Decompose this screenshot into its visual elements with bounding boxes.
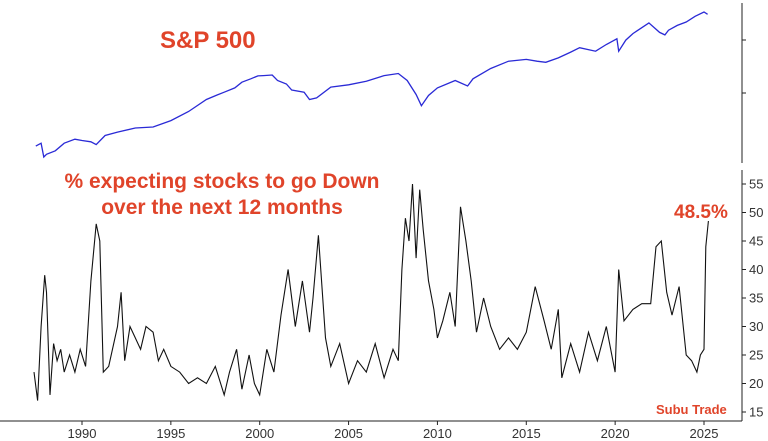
- sentiment-panel: 1990 1995 2000 2005 2010 2015 2020 2025 1520253…: [0, 170, 763, 441]
- x-tick-label: 2005: [334, 426, 363, 441]
- y-tick-label: 30: [749, 319, 763, 334]
- y-tick-label: 15: [749, 405, 763, 420]
- watermark: Subu Trade: [656, 402, 727, 417]
- y-tick-label: 20: [749, 376, 763, 391]
- x-tick-label: 2000: [245, 426, 274, 441]
- sentiment-line: [33, 183, 709, 401]
- x-tick-label: 2015: [512, 426, 541, 441]
- x-tick-label: 2025: [690, 426, 719, 441]
- y-tick-label: 35: [749, 291, 763, 306]
- y-ticks: 15 20 25 30 35 40 45 50 55: [742, 177, 763, 420]
- y-tick-label: 25: [749, 348, 763, 363]
- sentiment-title-line-2: over the next 12 months: [101, 196, 343, 219]
- last-value-annotation: 48.5%: [674, 202, 728, 223]
- y-tick-label: 40: [749, 262, 763, 277]
- x-tick-label: 1990: [68, 426, 97, 441]
- y-tick-label: 45: [749, 234, 763, 249]
- y-tick-label: 55: [749, 177, 763, 192]
- x-tick-label: 1995: [156, 426, 185, 441]
- sp500-line: [35, 11, 708, 159]
- y-tick-label: 50: [749, 205, 763, 220]
- sentiment-title-line-1: % expecting stocks to go Down: [64, 170, 379, 193]
- x-tick-label: 2010: [423, 426, 452, 441]
- sp500-title: S&P 500: [160, 27, 256, 54]
- sp500-panel: S&P 500: [35, 3, 746, 163]
- x-tick-label: 2020: [601, 426, 630, 441]
- x-ticks: 1990 1995 2000 2005 2010 2015 2020 2025: [68, 421, 719, 441]
